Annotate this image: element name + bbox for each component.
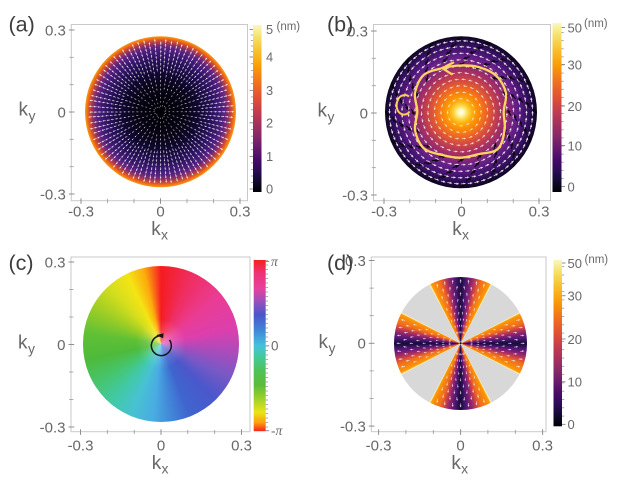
svg-text:y: y <box>328 109 335 125</box>
svg-text:0: 0 <box>57 337 65 354</box>
svg-text:10: 10 <box>568 138 582 153</box>
svg-text:k: k <box>152 453 162 474</box>
svg-text:-π: -π <box>271 423 283 438</box>
svg-text:0: 0 <box>360 105 368 122</box>
svg-text:20: 20 <box>568 99 582 114</box>
svg-text:10: 10 <box>568 375 582 390</box>
svg-text:0.3: 0.3 <box>45 22 66 39</box>
svg-text:30: 30 <box>568 289 582 304</box>
svg-text:-0.3: -0.3 <box>340 419 366 436</box>
svg-text:(nm): (nm) <box>277 21 301 33</box>
svg-text:k: k <box>319 332 329 353</box>
svg-text:0: 0 <box>57 104 65 121</box>
svg-text:2: 2 <box>266 115 273 130</box>
svg-text:k: k <box>318 101 328 122</box>
svg-text:(b): (b) <box>327 13 353 37</box>
svg-text:0: 0 <box>457 203 465 220</box>
svg-text:k: k <box>19 100 29 121</box>
svg-text:0: 0 <box>156 203 164 220</box>
svg-text:(d): (d) <box>327 251 353 275</box>
svg-text:0: 0 <box>357 336 365 353</box>
svg-text:0.3: 0.3 <box>532 437 553 454</box>
svg-text:1: 1 <box>266 149 273 164</box>
svg-text:0: 0 <box>456 437 464 454</box>
svg-text:y: y <box>29 108 36 124</box>
svg-text:π: π <box>271 254 279 269</box>
svg-text:50: 50 <box>568 256 582 271</box>
svg-text:0: 0 <box>271 338 279 353</box>
svg-text:y: y <box>329 340 336 356</box>
svg-text:50: 50 <box>568 20 582 35</box>
svg-text:(a): (a) <box>9 13 35 37</box>
svg-text:(c): (c) <box>9 251 34 275</box>
svg-text:y: y <box>28 341 35 357</box>
svg-text:20: 20 <box>568 332 582 347</box>
svg-text:k: k <box>151 219 161 240</box>
svg-text:4: 4 <box>266 50 273 65</box>
svg-text:0: 0 <box>568 417 575 432</box>
svg-text:-0.3: -0.3 <box>68 437 94 454</box>
svg-text:0: 0 <box>266 182 273 197</box>
svg-text:-0.3: -0.3 <box>371 203 397 220</box>
svg-text:0.3: 0.3 <box>231 437 252 454</box>
svg-text:30: 30 <box>568 57 582 72</box>
svg-text:5: 5 <box>266 22 273 37</box>
svg-text:-0.3: -0.3 <box>40 186 66 203</box>
svg-text:-0.3: -0.3 <box>40 419 66 436</box>
svg-text:k: k <box>18 333 28 354</box>
svg-text:x: x <box>162 460 169 476</box>
svg-text:0.3: 0.3 <box>529 203 550 220</box>
svg-text:-0.3: -0.3 <box>68 203 94 220</box>
svg-text:3: 3 <box>266 83 273 98</box>
svg-text:x: x <box>161 226 168 242</box>
svg-text:0: 0 <box>157 437 165 454</box>
svg-text:(nm): (nm) <box>585 254 609 266</box>
svg-text:0.3: 0.3 <box>45 254 66 271</box>
svg-text:0: 0 <box>568 179 575 194</box>
svg-text:x: x <box>461 460 468 476</box>
svg-text:0.3: 0.3 <box>230 203 251 220</box>
svg-text:k: k <box>452 219 462 240</box>
svg-text:0.3: 0.3 <box>345 253 366 270</box>
svg-text:-0.3: -0.3 <box>366 437 392 454</box>
svg-text:-0.3: -0.3 <box>342 187 368 204</box>
svg-text:0.3: 0.3 <box>347 23 368 40</box>
svg-text:x: x <box>462 226 469 242</box>
svg-text:k: k <box>451 453 461 474</box>
svg-text:(nm): (nm) <box>584 18 608 30</box>
